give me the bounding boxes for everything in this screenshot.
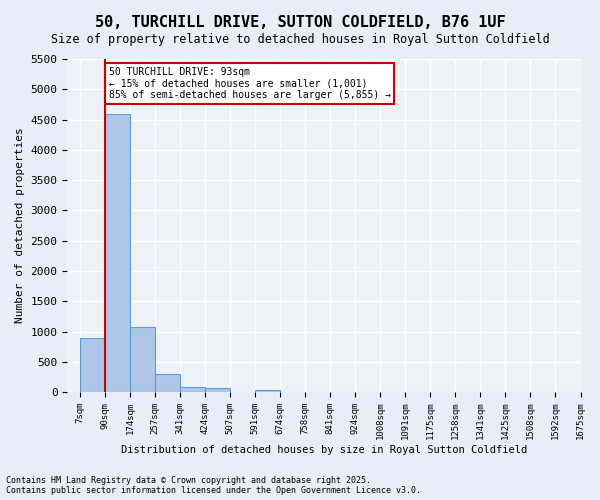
Text: Size of property relative to detached houses in Royal Sutton Coldfield: Size of property relative to detached ho…	[50, 32, 550, 46]
Bar	[255, 390, 280, 392]
Text: 50 TURCHILL DRIVE: 93sqm
← 15% of detached houses are smaller (1,001)
85% of sem: 50 TURCHILL DRIVE: 93sqm ← 15% of detach…	[109, 66, 391, 100]
Bar	[155, 374, 180, 392]
Y-axis label: Number of detached properties: Number of detached properties	[15, 128, 25, 324]
Bar	[205, 388, 230, 392]
Bar	[130, 326, 155, 392]
Text: Contains HM Land Registry data © Crown copyright and database right 2025.
Contai: Contains HM Land Registry data © Crown c…	[6, 476, 421, 495]
Bar	[105, 114, 130, 392]
Bar	[180, 388, 205, 392]
X-axis label: Distribution of detached houses by size in Royal Sutton Coldfield: Distribution of detached houses by size …	[121, 445, 527, 455]
Text: 50, TURCHILL DRIVE, SUTTON COLDFIELD, B76 1UF: 50, TURCHILL DRIVE, SUTTON COLDFIELD, B7…	[95, 15, 505, 30]
Bar	[80, 338, 105, 392]
